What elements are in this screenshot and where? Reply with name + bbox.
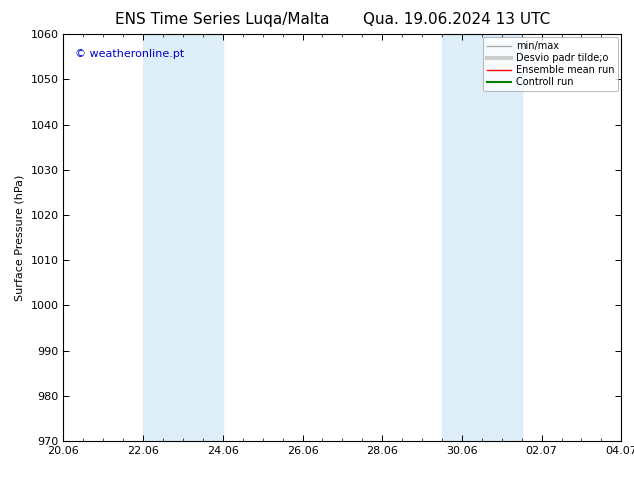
Y-axis label: Surface Pressure (hPa): Surface Pressure (hPa): [15, 174, 25, 301]
Text: © weatheronline.pt: © weatheronline.pt: [75, 49, 184, 58]
Bar: [442, 34, 522, 441]
Bar: [143, 34, 223, 441]
Text: Qua. 19.06.2024 13 UTC: Qua. 19.06.2024 13 UTC: [363, 12, 550, 27]
Text: ENS Time Series Luqa/Malta: ENS Time Series Luqa/Malta: [115, 12, 329, 27]
Legend: min/max, Desvio padr tilde;o, Ensemble mean run, Controll run: min/max, Desvio padr tilde;o, Ensemble m…: [483, 37, 618, 91]
